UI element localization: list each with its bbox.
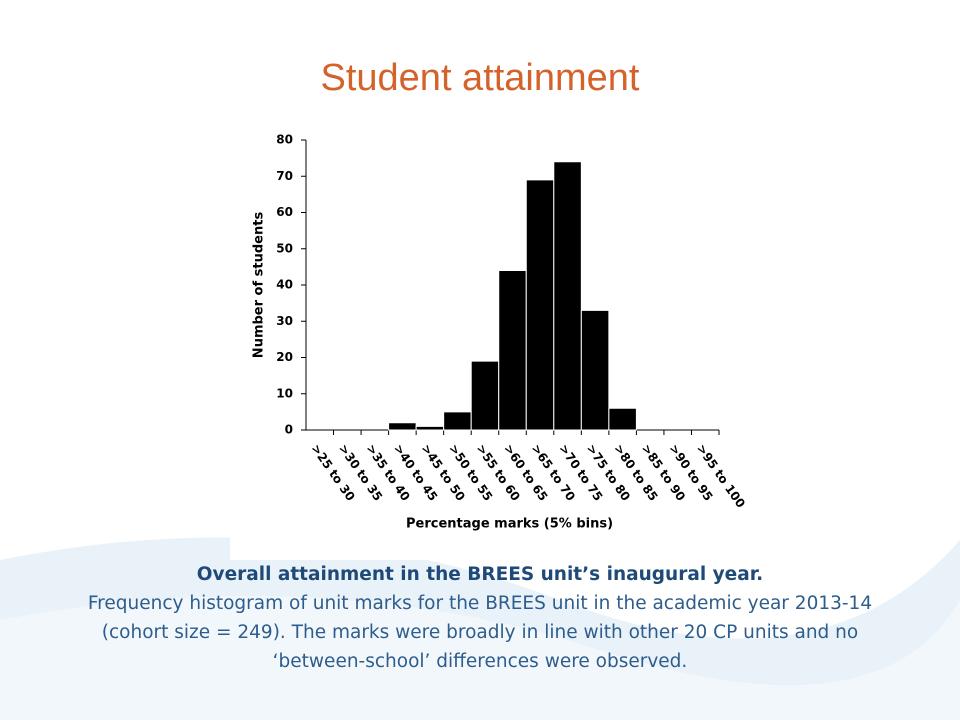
y-tick-label: 0 — [285, 423, 293, 437]
background-swoosh — [0, 596, 960, 720]
y-tick-label: 80 — [276, 133, 293, 147]
y-tick-label: 20 — [276, 350, 293, 364]
bar — [415, 425, 445, 431]
bar — [470, 360, 500, 431]
caption: Overall attainment in the BREES unit’s i… — [60, 560, 900, 676]
bar — [580, 309, 610, 431]
y-tick-label: 70 — [276, 169, 293, 183]
y-tick-label: 30 — [276, 314, 293, 328]
y-tick-label: 60 — [276, 205, 293, 219]
bar — [525, 179, 555, 431]
x-axis-label: Percentage marks (5% bins) — [406, 517, 613, 532]
caption-body: Frequency histogram of unit marks for th… — [87, 593, 873, 672]
bar — [498, 270, 527, 431]
y-axis-label: Number of students — [252, 212, 267, 359]
bar — [443, 411, 472, 431]
caption-heading: Overall attainment in the BREES unit’s i… — [196, 564, 764, 585]
bar — [608, 407, 637, 431]
y-tick-label: 10 — [276, 386, 293, 400]
y-tick-label: 40 — [276, 278, 293, 292]
slide-title: Student attainment — [321, 57, 640, 99]
bar — [388, 422, 417, 431]
y-tick-label: 50 — [276, 241, 293, 255]
bar — [553, 161, 582, 431]
